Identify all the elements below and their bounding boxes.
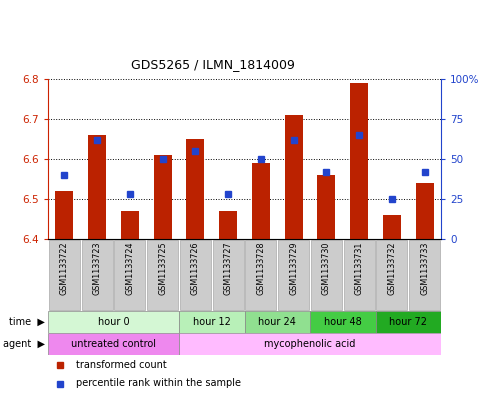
Text: GSM1133725: GSM1133725 xyxy=(158,241,167,295)
Text: GSM1133726: GSM1133726 xyxy=(191,241,200,295)
Text: hour 72: hour 72 xyxy=(389,317,427,327)
Bar xyxy=(383,215,401,239)
Text: GSM1133722: GSM1133722 xyxy=(60,241,69,295)
Bar xyxy=(186,139,204,239)
Bar xyxy=(375,311,441,333)
Bar xyxy=(121,211,139,239)
Bar xyxy=(311,240,342,310)
Bar xyxy=(147,240,178,310)
Bar xyxy=(317,175,335,239)
Bar xyxy=(344,240,374,310)
Bar xyxy=(376,240,407,310)
Text: GSM1133729: GSM1133729 xyxy=(289,241,298,295)
Bar xyxy=(310,311,375,333)
Text: GSM1133733: GSM1133733 xyxy=(420,241,429,294)
Bar xyxy=(219,211,237,239)
Text: transformed count: transformed count xyxy=(75,360,166,369)
Bar xyxy=(179,333,441,355)
Bar xyxy=(213,240,243,310)
Text: GSM1133727: GSM1133727 xyxy=(224,241,233,295)
Text: GSM1133723: GSM1133723 xyxy=(93,241,101,295)
Bar xyxy=(284,115,303,239)
Text: GSM1133724: GSM1133724 xyxy=(126,241,134,295)
Bar xyxy=(49,240,80,310)
Bar xyxy=(252,163,270,239)
Text: hour 24: hour 24 xyxy=(258,317,296,327)
Bar xyxy=(154,155,171,239)
Bar xyxy=(48,311,179,333)
Text: hour 0: hour 0 xyxy=(98,317,129,327)
Text: percentile rank within the sample: percentile rank within the sample xyxy=(75,378,241,389)
Bar xyxy=(56,191,73,239)
Text: GSM1133731: GSM1133731 xyxy=(355,241,364,294)
Bar xyxy=(48,333,179,355)
Text: GDS5265 / ILMN_1814009: GDS5265 / ILMN_1814009 xyxy=(130,58,295,71)
Bar xyxy=(88,135,106,239)
Text: GSM1133730: GSM1133730 xyxy=(322,241,331,294)
Bar xyxy=(245,240,276,310)
Bar xyxy=(179,311,244,333)
Bar xyxy=(409,240,440,310)
Bar xyxy=(82,240,113,310)
Bar xyxy=(350,83,368,239)
Text: hour 48: hour 48 xyxy=(324,317,362,327)
Text: hour 12: hour 12 xyxy=(193,317,231,327)
Text: agent  ▶: agent ▶ xyxy=(3,339,45,349)
Bar xyxy=(415,183,434,239)
Bar xyxy=(244,311,310,333)
Bar xyxy=(278,240,309,310)
Text: GSM1133728: GSM1133728 xyxy=(256,241,265,295)
Bar xyxy=(114,240,145,310)
Text: GSM1133732: GSM1133732 xyxy=(387,241,397,295)
Text: time  ▶: time ▶ xyxy=(9,317,45,327)
Text: untreated control: untreated control xyxy=(71,339,156,349)
Text: mycophenolic acid: mycophenolic acid xyxy=(264,339,355,349)
Bar xyxy=(180,240,211,310)
